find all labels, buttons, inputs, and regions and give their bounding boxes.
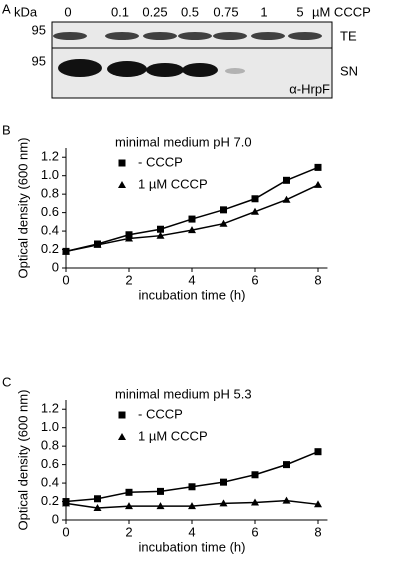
marker bbox=[282, 195, 291, 203]
lane-label: 1 bbox=[260, 4, 267, 19]
marker bbox=[314, 500, 322, 508]
y-tick-label: 0.4 bbox=[41, 475, 59, 490]
chart-title: minimal medium pH 5.3 bbox=[115, 386, 252, 401]
y-tick-label: 1.2 bbox=[41, 401, 59, 416]
y-tick-label: 1.0 bbox=[41, 419, 59, 434]
x-tick-label: 0 bbox=[62, 272, 69, 287]
marker bbox=[157, 225, 164, 233]
lane-label: 0.5 bbox=[181, 4, 199, 19]
marker bbox=[156, 502, 165, 510]
marker bbox=[62, 247, 70, 255]
marker bbox=[188, 502, 196, 510]
panel-letter: A bbox=[2, 1, 11, 16]
x-tick-label: 0 bbox=[62, 524, 69, 539]
marker bbox=[219, 219, 228, 227]
marker bbox=[251, 207, 259, 215]
marker bbox=[314, 180, 322, 188]
marker bbox=[125, 234, 133, 242]
marker bbox=[220, 206, 227, 214]
marker bbox=[283, 176, 290, 184]
marker bbox=[125, 502, 133, 510]
y-tick-label: 0 bbox=[52, 511, 59, 526]
marker bbox=[220, 478, 227, 486]
lane-label: 0 bbox=[64, 4, 71, 19]
marker bbox=[282, 496, 291, 504]
x-tick-label: 4 bbox=[188, 524, 195, 539]
marker bbox=[251, 471, 259, 479]
row-label: TE bbox=[340, 28, 357, 43]
marker bbox=[93, 240, 102, 248]
marker bbox=[125, 488, 133, 496]
marker bbox=[93, 504, 102, 511]
marker bbox=[188, 483, 196, 491]
marker bbox=[219, 499, 228, 507]
row-label: SN bbox=[340, 63, 358, 78]
legend-marker bbox=[118, 159, 126, 167]
te-bands bbox=[53, 32, 322, 40]
legend-marker bbox=[118, 181, 126, 188]
marker bbox=[62, 499, 70, 507]
lane-label: 5 bbox=[296, 4, 303, 19]
x-tick-label: 6 bbox=[251, 272, 258, 287]
legend-label: - CCCP bbox=[138, 406, 183, 421]
y-tick-label: 0 bbox=[52, 259, 59, 274]
marker bbox=[188, 215, 196, 223]
marker bbox=[188, 226, 196, 234]
sn-bands bbox=[58, 59, 245, 77]
y-tick-label: 0.4 bbox=[41, 223, 59, 238]
series-line bbox=[65, 450, 319, 503]
mw-marker: 95 bbox=[32, 53, 46, 68]
y-tick-label: 0.2 bbox=[41, 241, 59, 256]
y-tick-label: 1.2 bbox=[41, 149, 59, 164]
y-tick-label: 0.2 bbox=[41, 493, 59, 508]
marker bbox=[156, 231, 165, 239]
x-tick-label: 6 bbox=[251, 524, 258, 539]
legend-label: 1 µM CCCP bbox=[138, 428, 208, 443]
panel-letter: B bbox=[2, 122, 11, 137]
x-tick-label: 8 bbox=[314, 272, 321, 287]
lane-label: 0.25 bbox=[142, 4, 167, 19]
marker bbox=[251, 498, 259, 506]
y-tick-label: 0.6 bbox=[41, 456, 59, 471]
unit-label: kDa bbox=[14, 4, 38, 19]
lane-label: 0.75 bbox=[213, 4, 238, 19]
marker bbox=[314, 448, 322, 456]
marker bbox=[314, 163, 322, 171]
x-tick-label: 8 bbox=[314, 524, 321, 539]
marker bbox=[94, 495, 101, 503]
y-axis-label: Optical density (600 nm) bbox=[15, 138, 30, 279]
legend-label: 1 µM CCCP bbox=[138, 176, 208, 191]
y-tick-label: 0.8 bbox=[41, 186, 59, 201]
legend-label: - CCCP bbox=[138, 154, 183, 169]
antibody-label: α-HrpF bbox=[289, 81, 330, 96]
x-tick-label: 2 bbox=[125, 272, 132, 287]
lane-unit: µM CCCP bbox=[312, 4, 371, 19]
panel-letter: C bbox=[2, 374, 11, 389]
marker bbox=[157, 487, 164, 495]
marker bbox=[283, 461, 290, 469]
chart-title: minimal medium pH 7.0 bbox=[115, 134, 252, 149]
x-tick-label: 2 bbox=[125, 524, 132, 539]
marker bbox=[251, 195, 259, 203]
y-tick-label: 1.0 bbox=[41, 167, 59, 182]
x-tick-label: 4 bbox=[188, 272, 195, 287]
x-axis-label: incubation time (h) bbox=[139, 287, 246, 302]
mw-marker: 95 bbox=[32, 22, 46, 37]
y-tick-label: 0.6 bbox=[41, 204, 59, 219]
legend-marker bbox=[118, 433, 126, 440]
lane-label: 0.1 bbox=[111, 4, 129, 19]
y-tick-label: 0.8 bbox=[41, 438, 59, 453]
x-axis-label: incubation time (h) bbox=[139, 539, 246, 554]
y-axis-label: Optical density (600 nm) bbox=[15, 390, 30, 531]
legend-marker bbox=[118, 411, 126, 419]
